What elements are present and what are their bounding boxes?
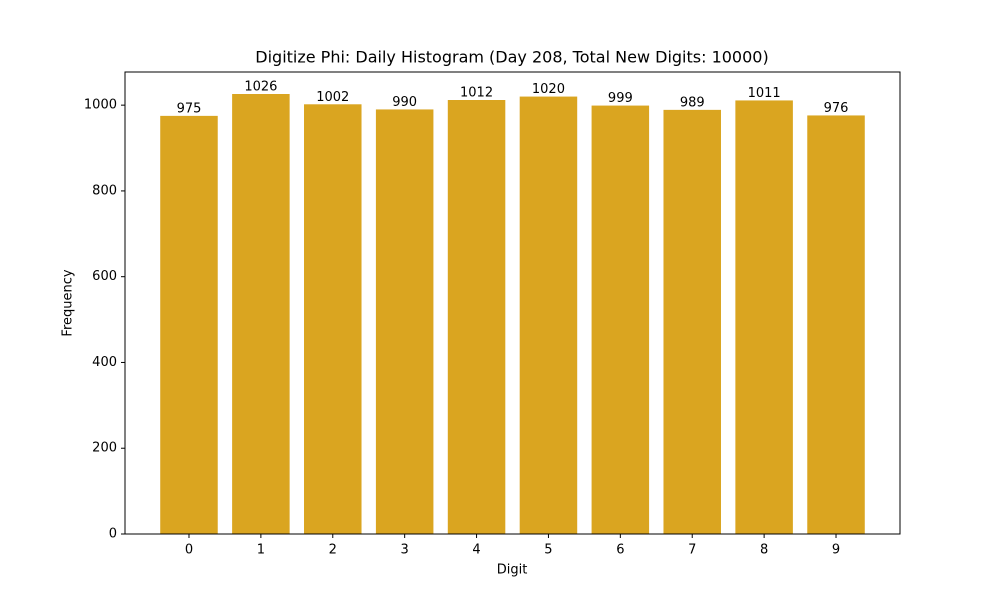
bar — [304, 104, 362, 535]
x-tick-label: 9 — [832, 543, 840, 558]
x-tick-label: 4 — [472, 543, 480, 558]
data-label: 1020 — [532, 82, 565, 97]
x-tick-label: 7 — [688, 543, 696, 558]
data-label: 999 — [608, 91, 633, 106]
y-tick-label: 800 — [92, 183, 117, 198]
x-tick-label: 1 — [257, 543, 265, 558]
bar — [375, 109, 434, 534]
bar — [447, 100, 506, 534]
data-label: 990 — [392, 95, 417, 110]
bar — [591, 105, 650, 534]
bar — [160, 115, 218, 535]
x-axis-label: Digit — [497, 563, 528, 578]
data-label: 1012 — [460, 86, 493, 101]
data-label: 1002 — [316, 90, 349, 105]
bar — [735, 100, 793, 535]
plot-frame — [124, 71, 901, 535]
bar — [232, 94, 290, 534]
y-tick-label: 0 — [109, 527, 117, 542]
y-tick-label: 1000 — [84, 98, 117, 113]
bar — [807, 115, 865, 534]
y-tick-label: 600 — [92, 269, 117, 284]
chart-title: Digitize Phi: Daily Histogram (Day 208, … — [255, 48, 768, 67]
x-tick-label: 6 — [616, 543, 624, 558]
y-tick-label: 200 — [92, 441, 117, 456]
bar — [519, 96, 578, 535]
x-tick-label: 2 — [329, 543, 337, 558]
bar — [663, 109, 721, 535]
y-tick-label: 400 — [92, 355, 117, 370]
data-label: 1026 — [244, 80, 277, 95]
x-tick-label: 5 — [544, 543, 552, 558]
data-label: 976 — [824, 101, 849, 116]
data-label: 989 — [680, 95, 705, 110]
data-label: 975 — [177, 101, 202, 116]
x-tick-label: 8 — [760, 543, 768, 558]
data-label: 1011 — [748, 86, 781, 101]
x-tick-label: 0 — [185, 543, 193, 558]
y-axis-label: Frequency — [61, 269, 76, 336]
x-tick-label: 3 — [401, 543, 409, 558]
